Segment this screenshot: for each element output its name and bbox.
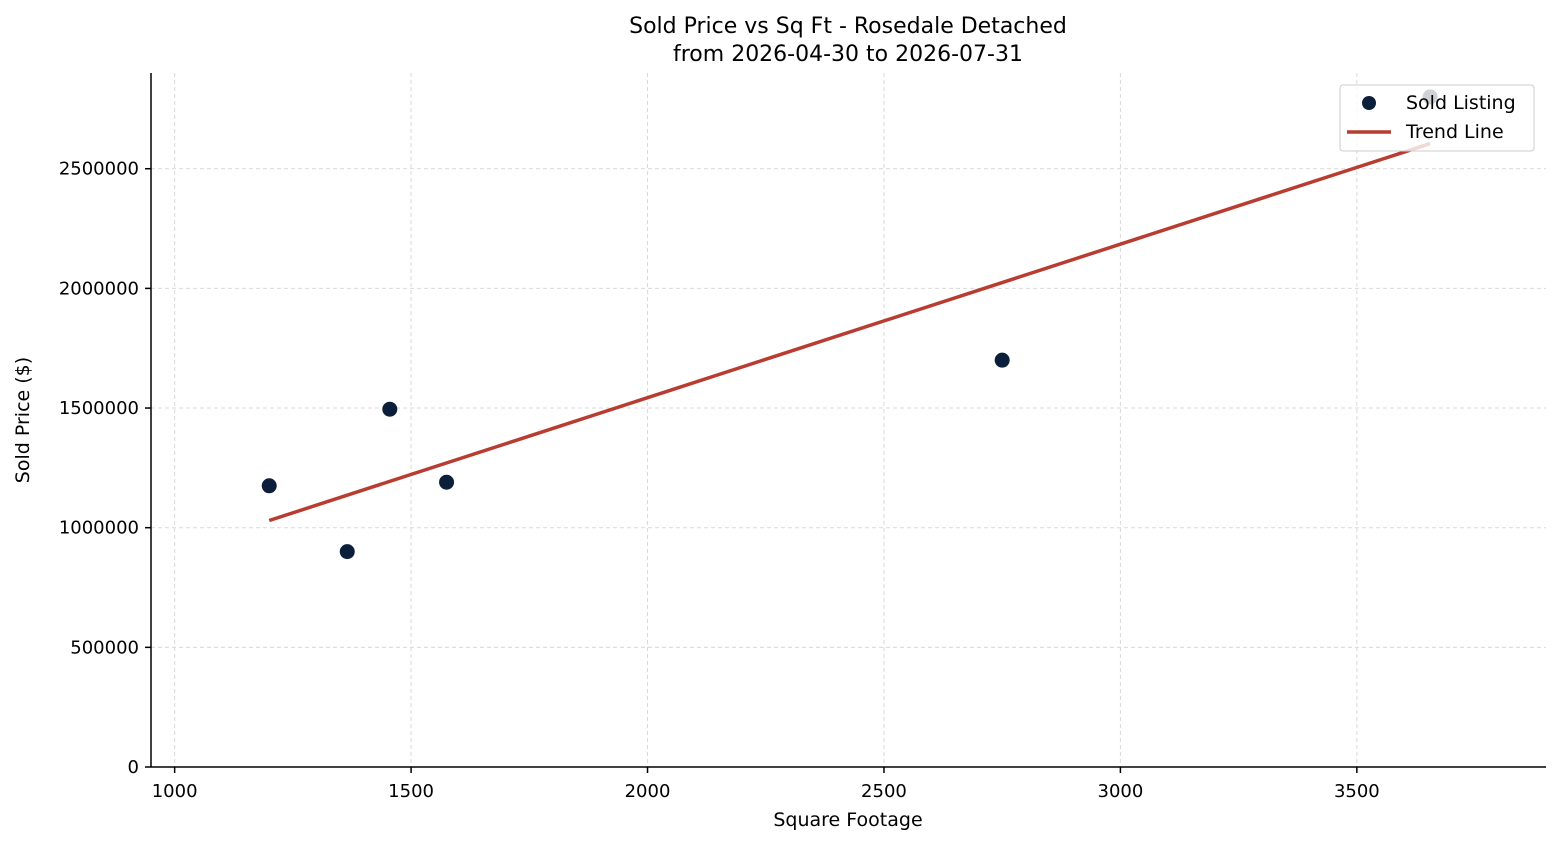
- y-tick-label: 1000000: [59, 518, 139, 539]
- x-tick-label: 1500: [388, 781, 434, 802]
- y-ticks: 0 500000 1000000 1500000 2000000 2500000: [59, 159, 151, 778]
- trend-series: [268, 141, 1431, 523]
- legend: Sold Listing Trend Line: [1339, 84, 1535, 152]
- x-axis-label: Square Footage: [773, 809, 922, 831]
- scatter-point: [439, 474, 455, 490]
- y-axis-label: Sold Price ($): [12, 357, 34, 483]
- x-tick-label: 1000: [152, 781, 198, 802]
- y-tick-label: 0: [128, 757, 139, 778]
- x-ticks: 1000 1500 2000 2500 3000 3500: [152, 767, 1380, 802]
- legend-marker-sold-listing: [1362, 96, 1376, 110]
- grid: [151, 73, 1546, 768]
- scatter-point: [382, 401, 398, 417]
- legend-label-sold-listing: Sold Listing: [1406, 92, 1516, 114]
- legend-label-trend-line: Trend Line: [1405, 121, 1504, 143]
- x-tick-label: 3500: [1334, 781, 1380, 802]
- chart-subtitle: from 2026-04-30 to 2026-07-31: [673, 42, 1023, 67]
- x-tick-label: 2500: [861, 781, 907, 802]
- legend-box: [1339, 84, 1535, 152]
- trend-line: [268, 141, 1431, 523]
- y-tick-label: 2000000: [59, 278, 139, 299]
- x-tick-label: 2000: [625, 781, 671, 802]
- scatter-series: [261, 89, 1438, 560]
- scatter-point: [994, 352, 1010, 368]
- chart-title: Sold Price vs Sq Ft - Rosedale Detached: [629, 14, 1067, 39]
- scatter-point: [339, 544, 355, 560]
- y-tick-label: 500000: [70, 637, 139, 658]
- y-tick-label: 1500000: [59, 398, 139, 419]
- scatter-point: [261, 478, 277, 494]
- x-tick-label: 3000: [1098, 781, 1144, 802]
- y-tick-label: 2500000: [59, 159, 139, 180]
